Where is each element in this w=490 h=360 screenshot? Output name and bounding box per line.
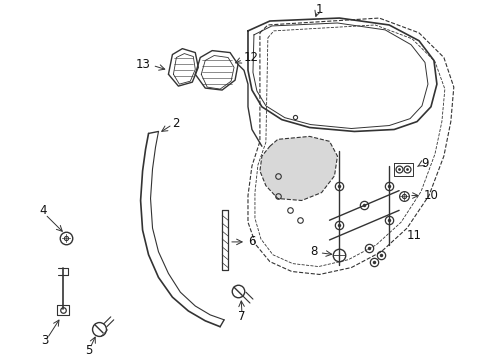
Text: 5: 5 [85,344,93,357]
Text: 4: 4 [39,204,47,217]
Text: 9: 9 [421,157,428,170]
Text: 2: 2 [172,117,179,130]
Text: 11: 11 [407,229,422,242]
Text: 6: 6 [248,235,255,248]
Polygon shape [260,136,338,201]
Text: 10: 10 [424,189,439,202]
Text: 7: 7 [238,310,246,323]
Text: 8: 8 [310,245,318,258]
Text: 12: 12 [244,51,259,64]
Text: 3: 3 [42,334,49,347]
Text: 1: 1 [316,3,323,16]
Text: 13: 13 [136,58,150,71]
